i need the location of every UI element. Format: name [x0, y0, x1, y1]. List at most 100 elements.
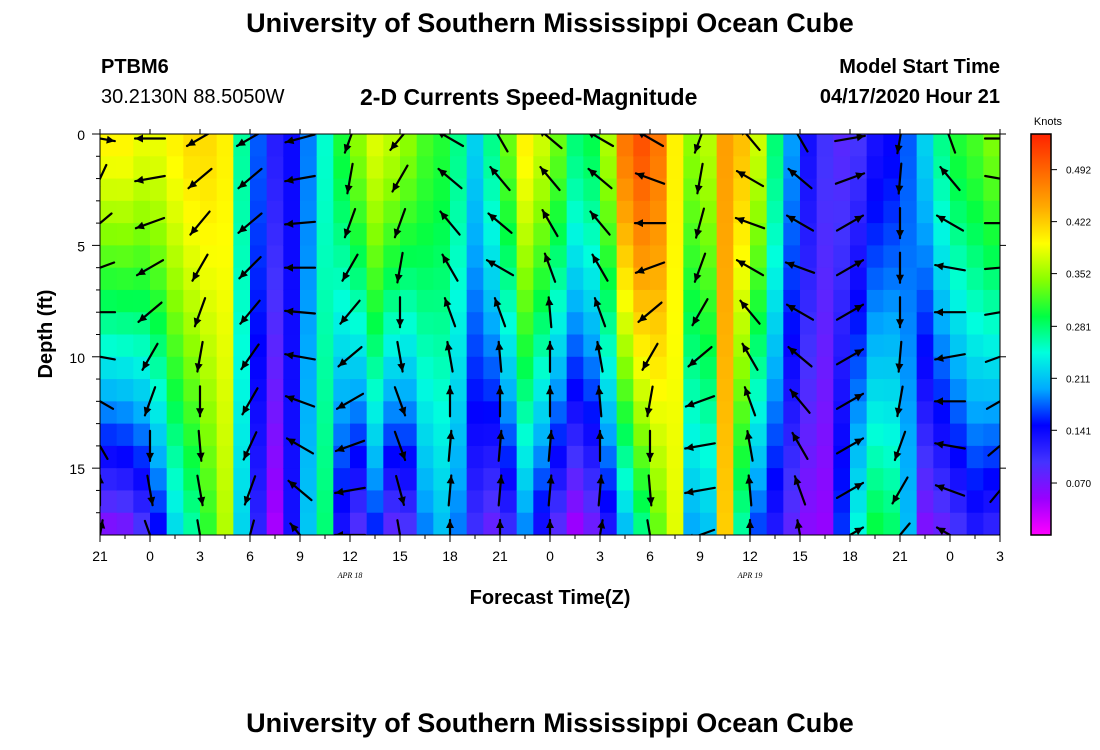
heatmap-cell	[916, 223, 934, 246]
current-vector	[437, 167, 463, 190]
current-vector	[835, 392, 865, 410]
vector-arrowhead	[935, 484, 945, 492]
heatmap-cell	[966, 200, 984, 224]
colorbar-ticks: 0.070 0.141 0.211 0.281 0.352 0.422 0.492	[1051, 166, 1091, 490]
heatmap-cell	[750, 289, 768, 313]
heatmap-cell	[750, 134, 768, 157]
vector-arrowhead	[335, 487, 344, 496]
heatmap-cell	[550, 289, 568, 313]
heatmap-cell	[366, 289, 384, 313]
heatmap-cell	[466, 356, 484, 380]
heatmap-cell	[166, 156, 184, 180]
heatmap-cell	[766, 223, 784, 246]
heatmap-cell	[900, 267, 918, 291]
vector-arrowhead	[854, 304, 863, 313]
heatmap-cell	[266, 267, 284, 291]
vector-arrowhead	[854, 260, 863, 268]
heatmap-cell	[883, 200, 901, 224]
heatmap-cell	[966, 512, 984, 535]
heatmap-cell	[116, 200, 134, 224]
x-tick-label: 12	[742, 548, 758, 564]
heatmap-cell	[666, 423, 684, 447]
heatmap-cell	[316, 245, 334, 269]
current-vector	[634, 261, 666, 274]
vector-arrowhead	[187, 138, 196, 146]
current-vector	[637, 301, 663, 323]
heatmap-cell	[383, 334, 401, 358]
heatmap-cell	[283, 267, 301, 291]
heatmap-cell	[766, 245, 784, 269]
heatmap-cell	[433, 178, 451, 202]
current-vector	[989, 488, 1000, 503]
heatmap-cell	[433, 289, 451, 313]
heatmap-cell	[483, 134, 501, 157]
x-tick-label: 21	[92, 548, 108, 564]
current-vector	[633, 219, 667, 228]
vector-arrowhead	[856, 134, 865, 142]
vector-arrowhead	[446, 386, 454, 395]
heatmap-cell	[150, 490, 168, 514]
heatmap-cell	[733, 423, 751, 447]
heatmap-cell	[116, 356, 134, 380]
y-tick-label: 10	[69, 350, 85, 366]
heatmap-cell	[333, 423, 351, 447]
heatmap-cell	[850, 200, 868, 224]
heatmap-cell	[316, 490, 334, 514]
current-vector	[596, 474, 605, 507]
vector-arrowhead	[285, 395, 295, 403]
current-vector	[146, 429, 154, 462]
heatmap-cell	[250, 490, 268, 514]
heatmap-cell	[816, 245, 834, 269]
heatmap-cell	[466, 200, 484, 224]
heatmap-cell	[550, 245, 568, 269]
heatmap-cell	[483, 490, 501, 514]
heatmap-cell	[433, 379, 451, 402]
heatmap-cell	[600, 134, 618, 157]
vector-arrowhead	[397, 363, 406, 372]
vector-arrowhead	[495, 341, 504, 351]
heatmap-cell	[350, 312, 368, 336]
heatmap-cell	[400, 356, 418, 380]
heatmap-cells	[100, 134, 1000, 535]
current-vector	[337, 346, 363, 368]
heatmap-cell	[166, 334, 184, 358]
heatmap-cell	[666, 334, 684, 358]
heatmap-cell	[766, 423, 784, 447]
heatmap-cell	[416, 468, 434, 492]
current-vector	[835, 348, 865, 366]
vector-arrowhead	[546, 475, 555, 484]
heatmap-cell	[916, 334, 934, 358]
vector-shaft	[984, 355, 1000, 363]
heatmap-cell	[366, 468, 384, 492]
heatmap-cell	[166, 490, 184, 514]
heatmap-cell	[983, 178, 1000, 202]
heatmap-cell	[583, 423, 601, 447]
heatmap-cell	[916, 356, 934, 380]
heatmap-cell	[616, 356, 634, 380]
x-tick-label: 3	[196, 548, 204, 564]
heatmap-cell	[483, 200, 501, 224]
heatmap-cell	[733, 267, 751, 291]
x-tick-label: 18	[442, 548, 458, 564]
heatmap-cell	[333, 445, 351, 469]
heatmap-cell	[566, 423, 584, 447]
heatmap-cell	[383, 468, 401, 492]
heatmap-cell	[300, 223, 318, 246]
heatmap-cell	[583, 156, 601, 180]
current-vector	[137, 301, 163, 323]
heatmap-cell	[700, 289, 718, 313]
heatmap-cell	[166, 200, 184, 224]
vector-arrowhead	[142, 360, 150, 370]
vector-arrowhead	[340, 315, 349, 324]
heatmap-cell	[716, 134, 734, 157]
vector-arrowhead	[638, 134, 645, 139]
heatmap-cell	[233, 200, 251, 224]
heatmap-cell	[900, 379, 918, 402]
heatmap-cell	[533, 312, 551, 336]
heatmap-cell	[133, 156, 151, 180]
current-vector	[191, 253, 209, 282]
vector-arrowhead	[285, 219, 294, 228]
x-tick-label: 3	[996, 548, 1004, 564]
heatmap-cell	[366, 379, 384, 402]
heatmap-cell	[950, 356, 968, 380]
